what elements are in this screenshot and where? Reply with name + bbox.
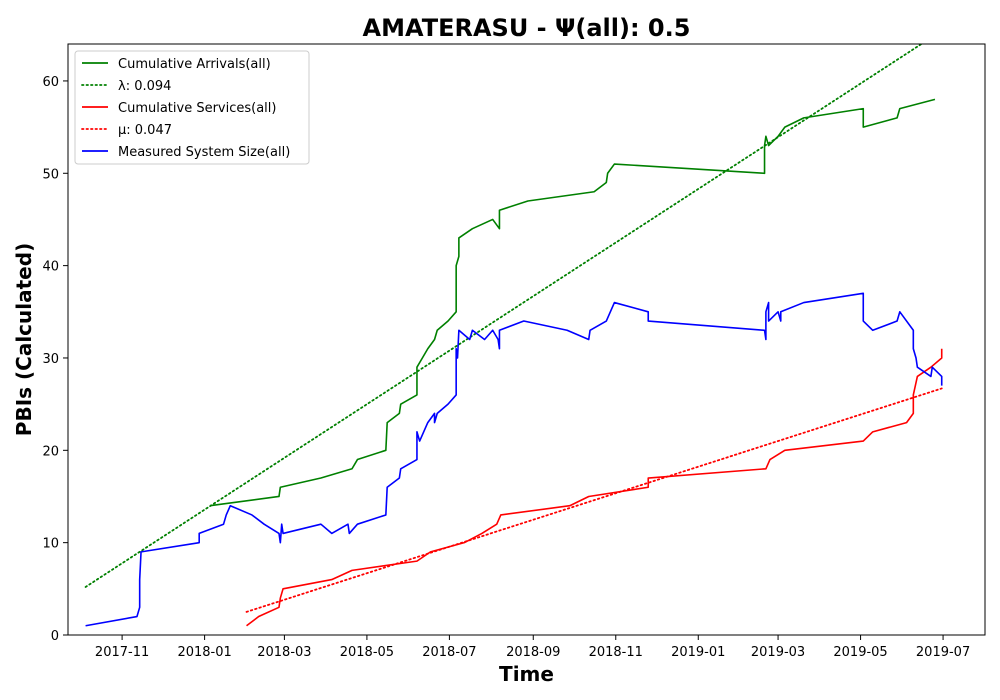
y-tick-label: 10 [42, 537, 59, 552]
legend-label: Cumulative Arrivals(all) [118, 57, 271, 72]
x-tick-label: 2017-11 [95, 645, 149, 660]
legend-box [74, 50, 310, 165]
x-tick-label: 2018-09 [506, 645, 560, 660]
y-tick-label: 20 [42, 444, 59, 459]
y-tick-label: 60 [42, 75, 59, 90]
x-tick-label: 2018-01 [177, 645, 231, 660]
series-line-0 [209, 98, 936, 507]
x-tick-label: 2019-03 [751, 645, 805, 660]
y-tick-label: 40 [42, 260, 59, 275]
y-axis-title: PBIs (Calculated) [12, 243, 36, 436]
legend-label: λ: 0.094 [118, 79, 171, 94]
legend-label: Cumulative Services(all) [118, 101, 276, 116]
chart-title: AMATERASU - Ψ(all): 0.5 [363, 14, 691, 42]
series-line-2 [246, 348, 943, 627]
x-axis: 2017-11 2018-01 2018-03 2018-05 2018-07 2018-… [95, 635, 970, 660]
legend-label: Measured System Size(all) [118, 145, 290, 160]
x-tick-label: 2018-07 [422, 645, 476, 660]
series-line-3 [245, 387, 943, 613]
x-tick-label: 2018-11 [589, 645, 643, 660]
y-axis: 0 10 20 30 40 50 60 [42, 75, 68, 644]
x-tick-label: 2019-01 [671, 645, 725, 660]
y-tick-label: 30 [42, 352, 59, 367]
y-tick-label: 50 [42, 167, 59, 182]
legend-label: μ: 0.047 [118, 123, 172, 138]
x-tick-label: 2019-07 [916, 645, 970, 660]
series-line-4 [85, 292, 943, 627]
plot-frame [67, 43, 986, 636]
x-tick-label: 2018-05 [340, 645, 394, 660]
plot-area [84, 44, 943, 627]
x-tick-label: 2018-03 [257, 645, 311, 660]
legend: Cumulative Arrivals(all) λ: 0.094 Cumulati… [74, 50, 310, 165]
x-axis-title: Time [499, 662, 554, 686]
y-tick-label: 0 [51, 629, 59, 644]
x-tick-label: 2019-05 [833, 645, 887, 660]
series-line-1 [84, 44, 923, 588]
